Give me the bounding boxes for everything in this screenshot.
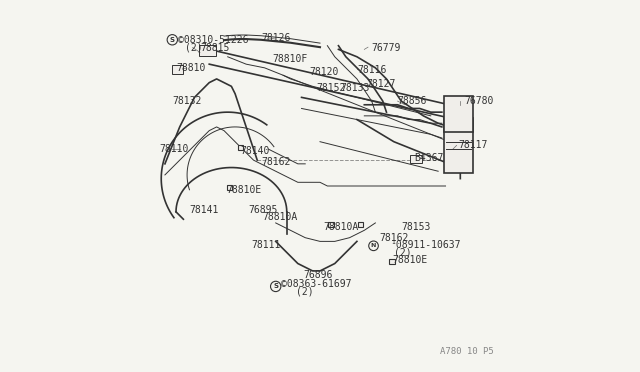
Text: 78810A: 78810A — [263, 212, 298, 222]
Text: 78856: 78856 — [397, 96, 427, 106]
FancyBboxPatch shape — [227, 185, 232, 190]
Text: 78120: 78120 — [309, 67, 339, 77]
FancyBboxPatch shape — [199, 45, 216, 56]
Text: 76779: 76779 — [372, 42, 401, 52]
FancyBboxPatch shape — [444, 118, 473, 173]
Text: 78141: 78141 — [189, 205, 218, 215]
Text: ©08310-51226: ©08310-51226 — [178, 35, 248, 45]
Text: 78810: 78810 — [176, 63, 205, 73]
FancyBboxPatch shape — [389, 259, 395, 264]
Text: 78810A: 78810A — [324, 222, 359, 232]
Text: ©08363-61697: ©08363-61697 — [281, 279, 352, 289]
Text: S: S — [170, 37, 175, 43]
FancyBboxPatch shape — [358, 222, 363, 227]
Text: 78111: 78111 — [252, 240, 281, 250]
Text: 78810E: 78810E — [392, 255, 428, 265]
Text: (2): (2) — [394, 247, 412, 257]
FancyBboxPatch shape — [328, 222, 333, 227]
Text: (2): (2) — [296, 286, 314, 296]
Text: S: S — [273, 283, 278, 289]
Text: (2): (2) — [185, 42, 203, 52]
FancyBboxPatch shape — [444, 96, 473, 132]
Text: 78162: 78162 — [261, 157, 291, 167]
Text: 78152: 78152 — [316, 83, 346, 93]
Text: 78127: 78127 — [366, 80, 396, 89]
Text: 78140: 78140 — [241, 146, 270, 156]
Text: 76895: 76895 — [248, 205, 277, 215]
Text: 78810E: 78810E — [226, 185, 261, 195]
Text: 78815: 78815 — [200, 42, 229, 52]
FancyBboxPatch shape — [410, 155, 422, 163]
Text: N: N — [371, 243, 376, 248]
Text: 78153: 78153 — [401, 222, 431, 232]
Text: 76896: 76896 — [303, 270, 333, 280]
Text: 78162: 78162 — [379, 233, 408, 243]
Text: 78126: 78126 — [261, 33, 291, 43]
Text: A780 10 P5: A780 10 P5 — [440, 347, 493, 356]
FancyBboxPatch shape — [172, 64, 184, 74]
Text: 78810F: 78810F — [272, 54, 307, 64]
Text: 78110: 78110 — [159, 144, 189, 154]
Text: B4367: B4367 — [414, 153, 444, 163]
Text: 78132: 78132 — [172, 96, 202, 106]
Text: ¹08911-10637: ¹08911-10637 — [390, 240, 461, 250]
Text: 78116: 78116 — [357, 65, 387, 75]
Text: 78133: 78133 — [340, 83, 370, 93]
Text: 78117: 78117 — [458, 140, 488, 150]
Text: 76780: 76780 — [464, 96, 493, 106]
FancyBboxPatch shape — [238, 145, 243, 150]
